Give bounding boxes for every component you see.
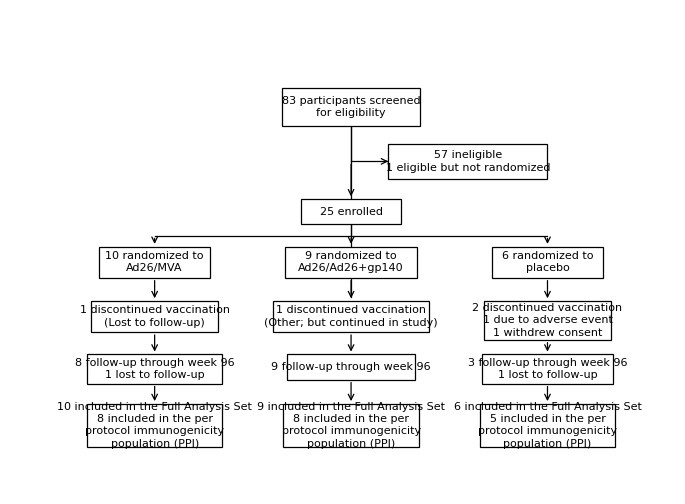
Bar bbox=[288, 354, 415, 380]
Bar bbox=[479, 404, 615, 447]
Text: 9 randomized to
Ad26/Ad26+gp140: 9 randomized to Ad26/Ad26+gp140 bbox=[298, 251, 404, 274]
Bar bbox=[492, 247, 603, 278]
Bar bbox=[484, 301, 611, 340]
Text: 25 enrolled: 25 enrolled bbox=[320, 207, 382, 217]
Bar bbox=[273, 301, 429, 332]
Bar bbox=[388, 144, 547, 179]
Bar bbox=[301, 199, 401, 224]
Text: 9 included in the Full Analysis Set
8 included in the per
protocol immunogenicit: 9 included in the Full Analysis Set 8 in… bbox=[257, 402, 445, 449]
Text: 9 follow-up through week 96: 9 follow-up through week 96 bbox=[271, 362, 431, 372]
Text: 1 discontinued vaccination
(Lost to follow-up): 1 discontinued vaccination (Lost to foll… bbox=[79, 305, 229, 328]
Bar bbox=[87, 404, 223, 447]
Text: 83 participants screened
for eligibility: 83 participants screened for eligibility bbox=[282, 96, 421, 118]
Bar bbox=[91, 301, 219, 332]
Bar bbox=[482, 354, 612, 384]
Text: 1 discontinued vaccination
(Other; but continued in study): 1 discontinued vaccination (Other; but c… bbox=[264, 305, 438, 328]
Text: 2 discontinued vaccination
1 due to adverse event
1 withdrew consent: 2 discontinued vaccination 1 due to adve… bbox=[473, 303, 623, 338]
Bar bbox=[285, 247, 417, 278]
Bar bbox=[87, 354, 223, 384]
Text: 10 randomized to
Ad26/MVA: 10 randomized to Ad26/MVA bbox=[105, 251, 204, 274]
Bar bbox=[282, 88, 420, 127]
Bar bbox=[99, 247, 210, 278]
Bar bbox=[284, 404, 419, 447]
Text: 3 follow-up through week 96
1 lost to follow-up: 3 follow-up through week 96 1 lost to fo… bbox=[468, 358, 627, 380]
Text: 8 follow-up through week 96
1 lost to follow-up: 8 follow-up through week 96 1 lost to fo… bbox=[75, 358, 234, 380]
Text: 6 randomized to
placebo: 6 randomized to placebo bbox=[501, 251, 593, 274]
Text: 57 ineligible
1 eligible but not randomized: 57 ineligible 1 eligible but not randomi… bbox=[386, 150, 550, 172]
Text: 10 included in the Full Analysis Set
8 included in the per
protocol immunogenici: 10 included in the Full Analysis Set 8 i… bbox=[58, 402, 252, 449]
Text: 6 included in the Full Analysis Set
5 included in the per
protocol immunogenicit: 6 included in the Full Analysis Set 5 in… bbox=[453, 402, 641, 449]
